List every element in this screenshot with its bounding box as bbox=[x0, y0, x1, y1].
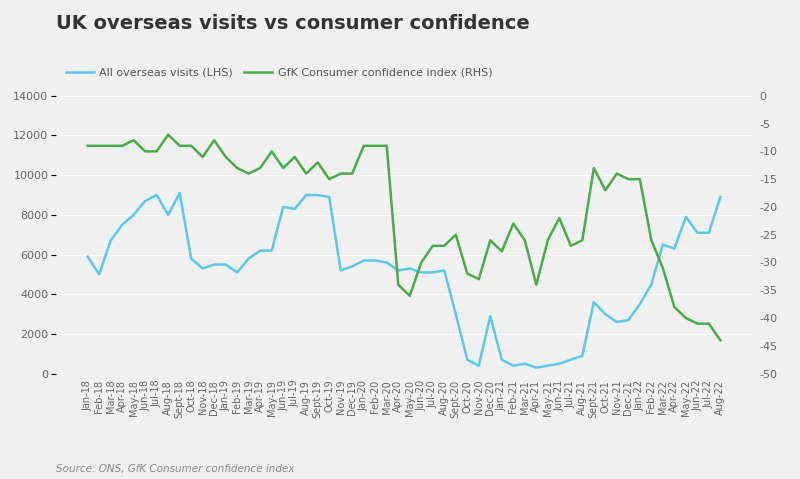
Text: Source: ONS, GfK Consumer confidence index: Source: ONS, GfK Consumer confidence ind… bbox=[56, 464, 294, 474]
Legend: All overseas visits (LHS), GfK Consumer confidence index (RHS): All overseas visits (LHS), GfK Consumer … bbox=[62, 63, 497, 82]
Text: UK overseas visits vs consumer confidence: UK overseas visits vs consumer confidenc… bbox=[56, 14, 530, 34]
